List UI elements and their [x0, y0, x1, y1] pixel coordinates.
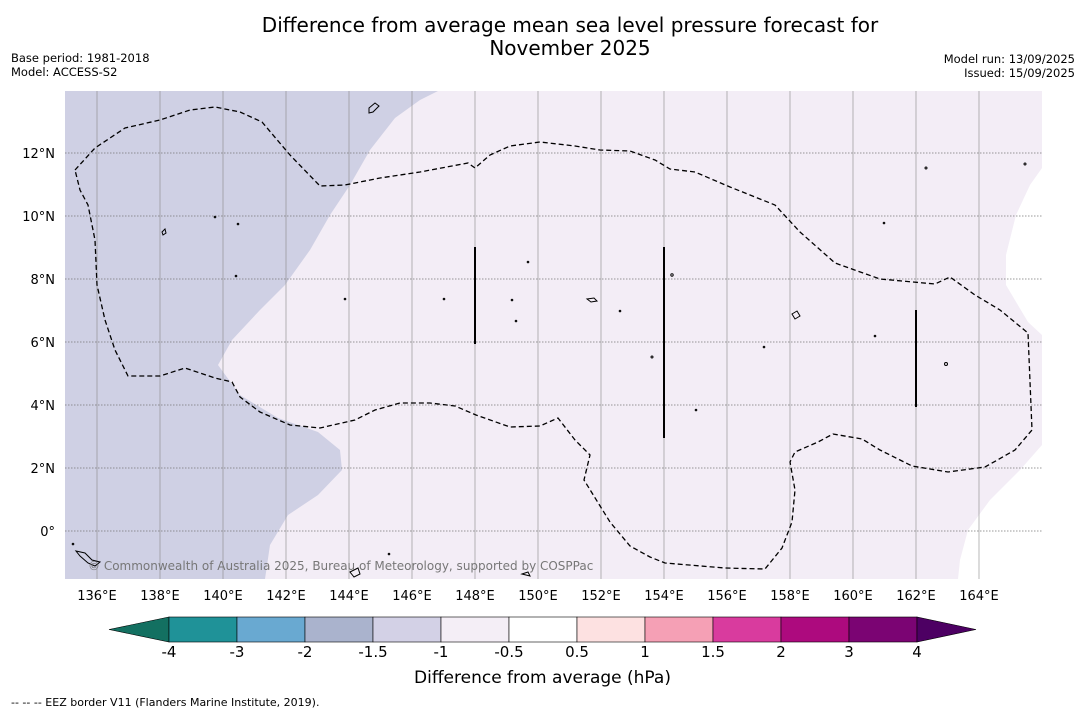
- colorbar-segment: [304, 616, 374, 643]
- graticule-lat: [65, 152, 1042, 532]
- eez-footnote: -- -- -- EEZ border V11 (Flanders Marine…: [11, 696, 320, 709]
- colorbar-tick-label: -4: [161, 643, 177, 661]
- model-info: Base period: 1981-2018 Model: ACCESS-S2: [11, 51, 150, 79]
- title-line-2: November 2025: [489, 36, 651, 60]
- run-info: Model run: 13/09/2025 Issued: 15/09/2025: [944, 52, 1075, 80]
- lat-tick-label: 12°N: [22, 147, 55, 162]
- lon-tick-label: 150°E: [518, 589, 558, 604]
- lon-tick-label: 154°E: [644, 589, 684, 604]
- islands: [71, 102, 1027, 578]
- title-line-1: Difference from average mean sea level p…: [261, 13, 879, 37]
- lon-tick-label: 136°E: [77, 589, 117, 604]
- colorbar-arrow-high: [916, 616, 977, 643]
- colorbar-tick-label: -2: [297, 643, 313, 661]
- colorbar-segment: [576, 616, 646, 643]
- lon-tick-label: 144°E: [329, 589, 369, 604]
- lon-tick-label: 164°E: [959, 589, 999, 604]
- latitude-labels: 12°N 10°N 8°N 6°N 4°N 2°N 0°: [22, 147, 55, 540]
- colorbar-segment: [168, 616, 238, 643]
- lat-tick-label: 0°: [40, 525, 55, 540]
- colorbar-segment: [372, 616, 442, 643]
- colorbar-segment: [848, 616, 918, 643]
- lon-tick-label: 162°E: [896, 589, 936, 604]
- lat-tick-label: 10°N: [22, 210, 55, 225]
- colorbar-tick-label: -1.5: [358, 643, 388, 661]
- boundary-lines: [474, 247, 917, 438]
- lon-tick-label: 140°E: [203, 589, 243, 604]
- colorbar-segment: [440, 616, 510, 643]
- colorbar-title: Difference from average (hPa): [414, 668, 671, 688]
- eez-border: [74, 106, 1033, 570]
- colorbar-segment: [508, 616, 578, 643]
- issued-date: Issued: 15/09/2025: [964, 66, 1075, 80]
- lon-tick-label: 160°E: [833, 589, 873, 604]
- colorbar-tick-label: 1: [640, 643, 650, 661]
- lon-tick-label: 152°E: [581, 589, 621, 604]
- colorbar-tick-label: 2: [776, 643, 786, 661]
- colorbar-tick-label: 1.5: [701, 643, 725, 661]
- base-period: Base period: 1981-2018: [11, 51, 150, 65]
- longitude-labels: 136°E 138°E 140°E 142°E 144°E 146°E 148°E 150°E…: [77, 589, 999, 604]
- colorbar-tick-label: -1: [433, 643, 449, 661]
- colorbar-tick-label: 3: [844, 643, 854, 661]
- colorbar-tick-label: -3: [229, 643, 245, 661]
- anomaly-band-east: [1006, 168, 1042, 335]
- lon-tick-label: 146°E: [392, 589, 432, 604]
- anomaly-band-dark: [65, 91, 438, 579]
- colorbar-segment: [644, 616, 714, 643]
- lon-tick-label: 138°E: [140, 589, 180, 604]
- colorbar-arrow-low: [108, 616, 170, 643]
- model-name: Model: ACCESS-S2: [11, 65, 118, 79]
- lon-tick-label: 148°E: [455, 589, 495, 604]
- colorbar: [108, 616, 977, 643]
- colorbar-segment: [780, 616, 850, 643]
- lat-tick-label: 8°N: [31, 273, 56, 288]
- lat-tick-label: 4°N: [31, 399, 56, 414]
- lon-tick-label: 158°E: [770, 589, 810, 604]
- lat-tick-label: 2°N: [31, 462, 56, 477]
- lon-tick-label: 156°E: [707, 589, 747, 604]
- colorbar-segment: [236, 616, 306, 643]
- colorbar-tick-label: -0.5: [494, 643, 524, 661]
- colorbar-segment: [712, 616, 782, 643]
- copyright-text: © Commonwealth of Australia 2025, Bureau…: [88, 559, 593, 573]
- colorbar-tick-label: 4: [912, 643, 922, 661]
- lat-tick-label: 6°N: [31, 336, 56, 351]
- lon-tick-label: 142°E: [266, 589, 306, 604]
- model-run: Model run: 13/09/2025: [943, 52, 1075, 66]
- colorbar-tick-label: 0.5: [565, 643, 589, 661]
- map-title: Difference from average mean sea level p…: [170, 14, 970, 60]
